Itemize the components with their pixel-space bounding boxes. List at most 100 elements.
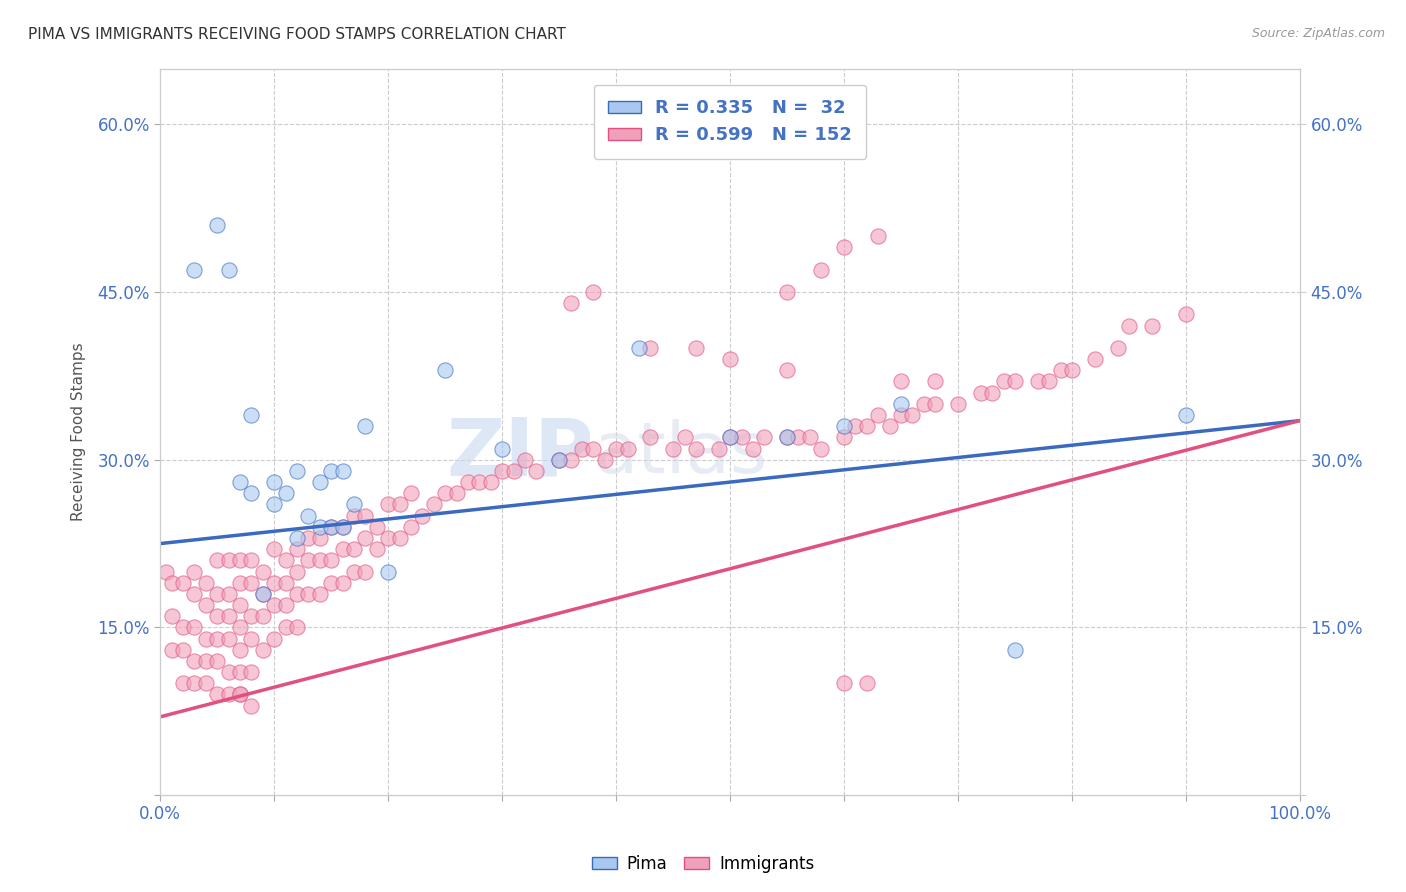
Point <box>707 442 730 456</box>
Point <box>218 587 240 601</box>
Point <box>890 397 912 411</box>
Point <box>832 240 855 254</box>
Point <box>582 285 605 299</box>
Point <box>332 520 354 534</box>
Point <box>890 375 912 389</box>
Point <box>183 676 205 690</box>
Point <box>308 553 330 567</box>
Point <box>434 363 457 377</box>
Point <box>240 408 263 422</box>
Point <box>354 419 377 434</box>
Point <box>685 341 707 355</box>
Point <box>434 486 457 500</box>
Point <box>183 565 205 579</box>
Point <box>308 475 330 489</box>
Point <box>229 688 252 702</box>
Point <box>787 430 810 444</box>
Point <box>240 698 263 713</box>
Point <box>685 442 707 456</box>
Point <box>718 352 741 367</box>
Y-axis label: Receiving Food Stamps: Receiving Food Stamps <box>72 343 86 521</box>
Point <box>321 575 343 590</box>
Point <box>332 464 354 478</box>
Point <box>160 642 183 657</box>
Point <box>754 430 776 444</box>
Point <box>718 430 741 444</box>
Point <box>377 565 399 579</box>
Point <box>229 575 252 590</box>
Point <box>524 464 547 478</box>
Point <box>332 575 354 590</box>
Point <box>399 486 422 500</box>
Point <box>263 475 285 489</box>
Point <box>571 442 593 456</box>
Point <box>207 654 229 668</box>
Point <box>229 642 252 657</box>
Point <box>548 452 571 467</box>
Point <box>1084 352 1107 367</box>
Point <box>321 520 343 534</box>
Point <box>343 565 366 579</box>
Point <box>457 475 479 489</box>
Point <box>946 397 969 411</box>
Point <box>366 542 388 557</box>
Point <box>832 676 855 690</box>
Point <box>252 642 274 657</box>
Point <box>240 609 263 624</box>
Point <box>308 531 330 545</box>
Point <box>207 587 229 601</box>
Point <box>183 587 205 601</box>
Point <box>321 464 343 478</box>
Point <box>912 397 935 411</box>
Point <box>924 397 946 411</box>
Point <box>354 531 377 545</box>
Text: Source: ZipAtlas.com: Source: ZipAtlas.com <box>1251 27 1385 40</box>
Point <box>263 632 285 646</box>
Point <box>1004 642 1026 657</box>
Point <box>1107 341 1129 355</box>
Point <box>263 498 285 512</box>
Point <box>172 676 194 690</box>
Point <box>343 498 366 512</box>
Point <box>297 531 319 545</box>
Point <box>673 430 696 444</box>
Point <box>218 553 240 567</box>
Point <box>252 565 274 579</box>
Point <box>970 385 993 400</box>
Point <box>993 375 1015 389</box>
Point <box>411 508 433 523</box>
Point <box>172 575 194 590</box>
Point <box>252 587 274 601</box>
Point <box>856 419 879 434</box>
Point <box>308 587 330 601</box>
Point <box>172 620 194 634</box>
Point <box>640 341 662 355</box>
Point <box>207 632 229 646</box>
Point <box>218 262 240 277</box>
Point <box>354 565 377 579</box>
Point <box>229 688 252 702</box>
Point <box>1026 375 1049 389</box>
Point <box>308 520 330 534</box>
Point <box>1049 363 1071 377</box>
Point <box>377 531 399 545</box>
Point <box>218 688 240 702</box>
Point <box>1004 375 1026 389</box>
Point <box>263 542 285 557</box>
Point <box>285 587 308 601</box>
Point <box>274 620 297 634</box>
Point <box>194 676 217 690</box>
Point <box>627 341 650 355</box>
Point <box>879 419 901 434</box>
Point <box>252 587 274 601</box>
Point <box>1140 318 1163 333</box>
Point <box>776 363 799 377</box>
Point <box>366 520 388 534</box>
Point <box>297 508 319 523</box>
Point <box>297 587 319 601</box>
Point <box>263 575 285 590</box>
Point <box>218 665 240 679</box>
Point <box>491 442 513 456</box>
Point <box>274 553 297 567</box>
Point <box>297 553 319 567</box>
